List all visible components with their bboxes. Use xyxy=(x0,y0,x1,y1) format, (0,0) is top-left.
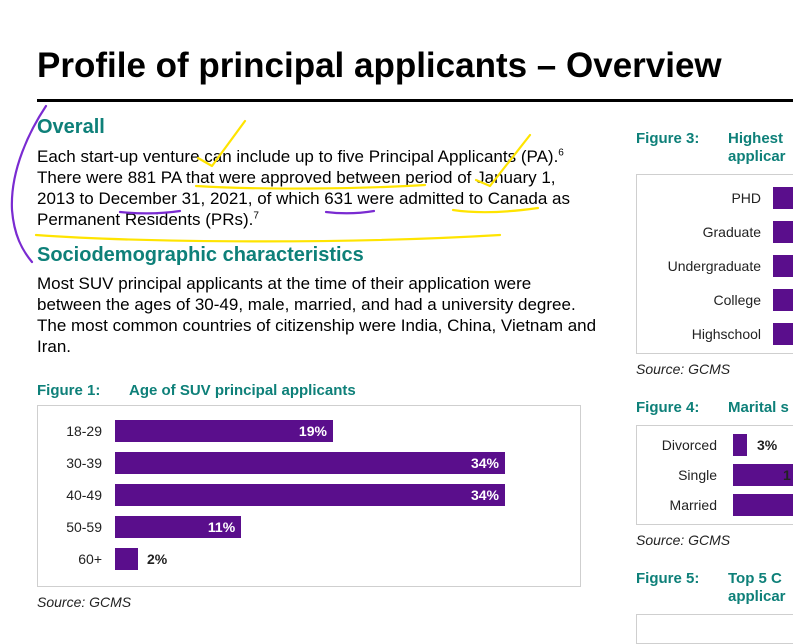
fig3-category-label: Highschool xyxy=(691,326,761,342)
fig1-category-label: 18-29 xyxy=(66,423,102,439)
overall-heading: Overall xyxy=(37,116,105,138)
figure5-label: Figure 5: Top 5 C xyxy=(636,570,782,588)
figure1-source: Source: GCMS xyxy=(37,594,132,610)
fig1-category-label: 40-49 xyxy=(66,487,102,503)
fig4-bar xyxy=(733,464,793,486)
fig4-category-label: Divorced xyxy=(661,437,717,453)
figure5-title-line1: Top 5 C xyxy=(728,570,782,587)
figure1-number: Figure 1: xyxy=(37,382,101,399)
fig1-value-label: 19% xyxy=(298,423,327,439)
title-rule xyxy=(37,99,793,102)
socio-paragraph: Most SUV principal applicants at the tim… xyxy=(37,274,597,356)
fig3-bar xyxy=(773,289,793,311)
fig3-bar xyxy=(773,221,793,243)
fig4-category-label: Married xyxy=(669,497,717,513)
fig1-bar xyxy=(115,420,333,442)
figure3-source: Source: GCMS xyxy=(636,361,731,377)
fig1-value-label: 11% xyxy=(207,519,236,535)
fig1-bar xyxy=(115,484,505,506)
figure4-label: Figure 4: Marital s xyxy=(636,399,789,417)
fig1-category-label: 30-39 xyxy=(66,455,102,471)
fig1-value-label: 34% xyxy=(470,455,499,471)
fig4-bar xyxy=(733,494,793,516)
figure3-number: Figure 3: xyxy=(636,130,700,147)
fig4-value-label: 3% xyxy=(757,437,778,453)
overall-text-1: Each start-up venture can include up to … xyxy=(37,147,559,166)
figure5-number: Figure 5: xyxy=(636,570,700,587)
fig1-bar xyxy=(115,452,505,474)
fig3-category-label: Graduate xyxy=(702,224,761,240)
socio-heading: Sociodemographic characteristics xyxy=(37,244,364,266)
fig3-category-label: PHD xyxy=(731,190,761,206)
fig1-bar xyxy=(115,516,242,538)
fig3-category-label: College xyxy=(713,292,761,308)
figure4-title: Marital s xyxy=(728,399,789,416)
fig3-bar xyxy=(773,187,793,209)
fig3-bar xyxy=(773,255,793,277)
fig1-value-label: 2% xyxy=(146,551,168,567)
fig1-bar xyxy=(115,548,138,570)
figure3-chart: PHD Graduate Undergraduate College Highschoo… xyxy=(636,174,793,354)
yellow-underline-3 xyxy=(34,233,502,243)
fig1-value-label: 34% xyxy=(470,487,499,503)
footnote-6[interactable]: 6 xyxy=(558,147,564,159)
figure5-chart xyxy=(636,614,793,644)
figure3-label: Figure 3: Highest xyxy=(636,130,783,148)
figure3-title-line2: applicar xyxy=(728,148,786,165)
fig3-bar xyxy=(773,323,793,345)
overall-paragraph: Each start-up venture can include up to … xyxy=(37,146,597,230)
fig4-value-label: 1 xyxy=(783,467,791,483)
fig3-category-label: Undergraduate xyxy=(667,258,761,274)
figure1-label: Figure 1: Age of SUV principal applicants xyxy=(37,382,356,400)
fig1-category-label: 50-59 xyxy=(66,519,102,535)
footnote-7[interactable]: 7 xyxy=(253,210,259,222)
figure4-chart: Divorced 3% Single 1 Married xyxy=(636,425,793,525)
page-title: Profile of principal applicants – Overvi… xyxy=(37,46,722,85)
overall-text-2: There were 881 PA that were approved bet… xyxy=(37,168,571,229)
fig4-category-label: Single xyxy=(678,467,717,483)
figure4-number: Figure 4: xyxy=(636,399,700,416)
fig1-category-label: 60+ xyxy=(78,551,102,567)
figure5-title-line2: applicar xyxy=(728,588,786,605)
figure1-chart: 18-29 19% 30-39 34% 40-49 34% 50-59 11% 60+ 2% xyxy=(37,405,581,587)
figure4-source: Source: GCMS xyxy=(636,532,731,548)
figure3-title-line1: Highest xyxy=(728,130,784,147)
figure1-title: Age of SUV principal applicants xyxy=(129,382,356,399)
fig4-bar xyxy=(733,434,747,456)
